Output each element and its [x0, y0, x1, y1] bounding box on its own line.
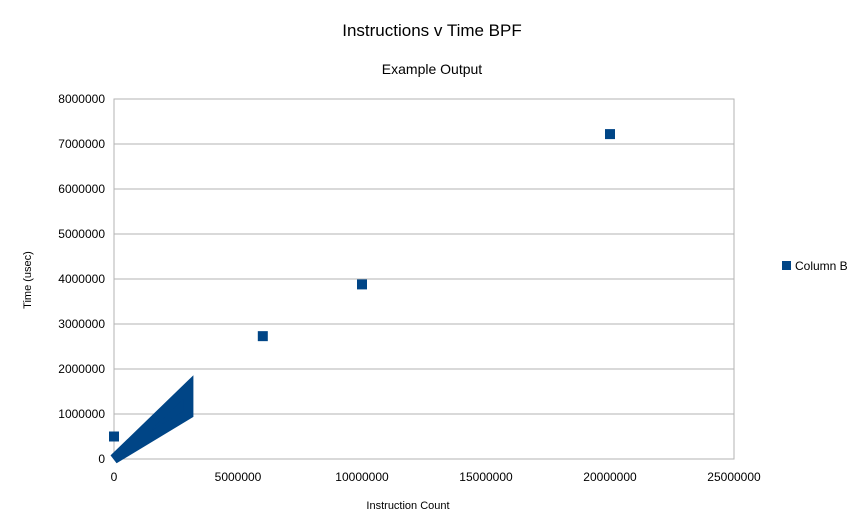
legend-marker — [782, 261, 791, 270]
y-tick-label: 7000000 — [58, 137, 105, 151]
chart-subtitle: Example Output — [382, 61, 482, 77]
legend: Column B — [782, 259, 848, 273]
y-tick-label: 0 — [98, 452, 105, 466]
gridlines — [114, 98, 734, 460]
legend-label: Column B — [795, 259, 848, 273]
y-tick-label: 2000000 — [58, 362, 105, 376]
y-axis-ticks: 0 1000000 2000000 3000000 4000000 5000000 6000… — [58, 92, 105, 466]
x-tick-label: 20000000 — [583, 470, 637, 484]
data-point — [109, 431, 119, 442]
dense-point-band — [110, 375, 194, 464]
x-tick-label: 5000000 — [215, 470, 262, 484]
y-tick-label: 4000000 — [58, 272, 105, 286]
x-axis-label: Instruction Count — [366, 500, 449, 512]
x-tick-label: 25000000 — [707, 470, 761, 484]
y-tick-label: 8000000 — [58, 92, 105, 106]
x-tick-label: 10000000 — [335, 470, 389, 484]
data-points — [109, 129, 615, 442]
data-point — [357, 279, 367, 290]
x-tick-label: 15000000 — [459, 470, 513, 484]
y-tick-label: 3000000 — [58, 317, 105, 331]
x-tick-label: 0 — [111, 470, 118, 484]
y-tick-label: 6000000 — [58, 182, 105, 196]
y-tick-label: 5000000 — [58, 227, 105, 241]
y-tick-label: 1000000 — [58, 407, 105, 421]
x-axis-ticks: 0 5000000 10000000 15000000 20000000 25000000 — [111, 470, 761, 484]
y-axis-label: Time (usec) — [22, 251, 34, 309]
plot-frame — [113, 98, 735, 460]
dense-band-area — [110, 375, 194, 464]
chart-title: Instructions v Time BPF — [342, 21, 522, 40]
data-point — [257, 331, 268, 342]
data-point — [605, 129, 615, 140]
